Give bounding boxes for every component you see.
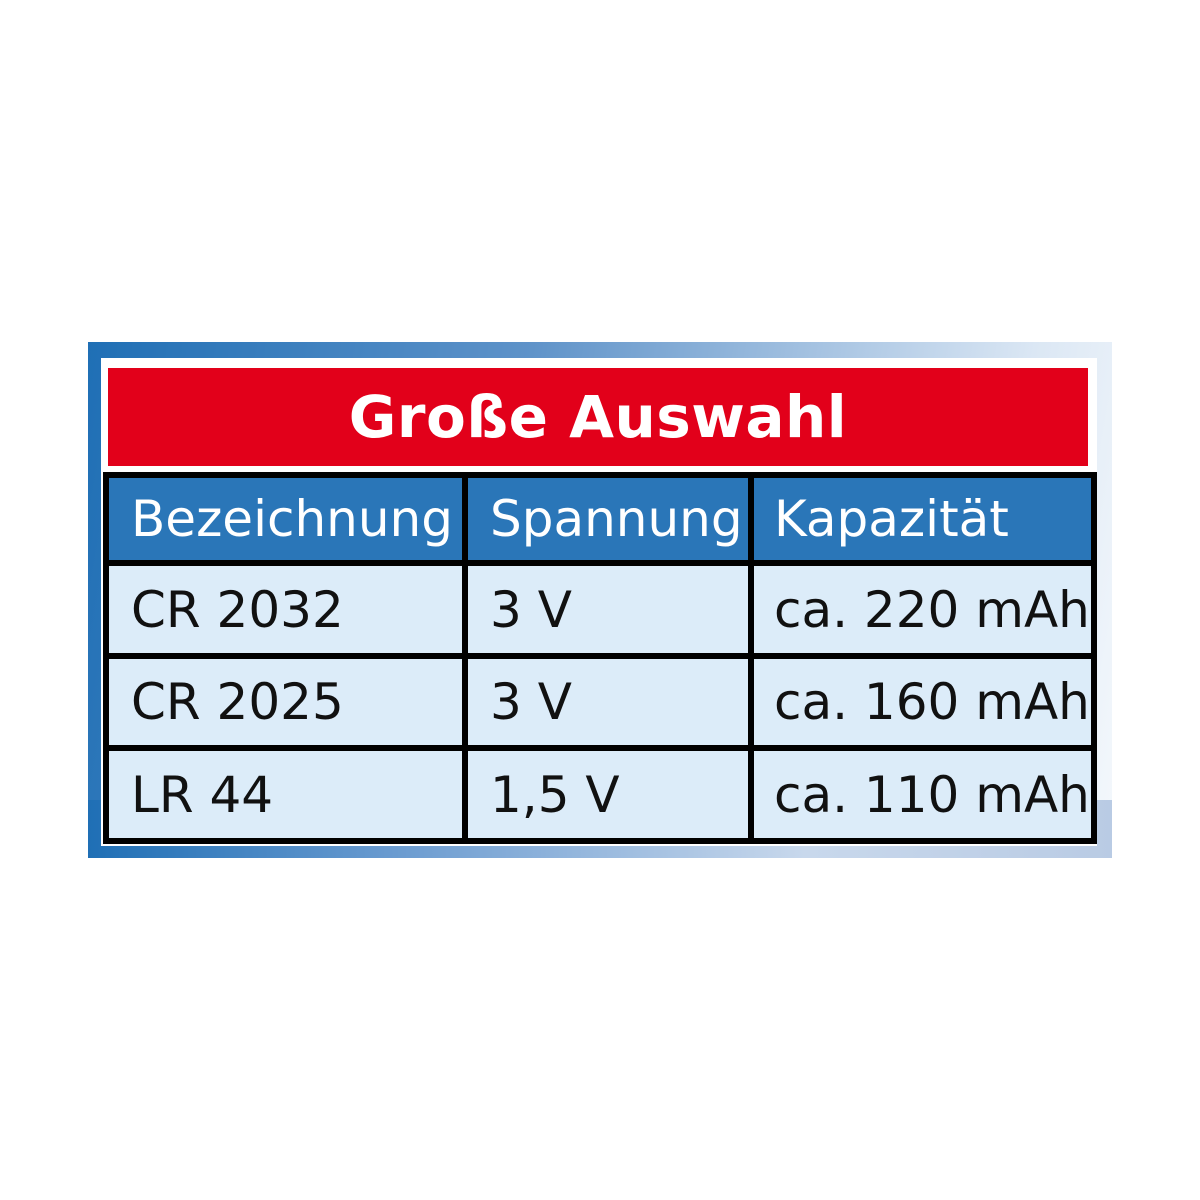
header-spannung: Spannung (462, 471, 754, 567)
table-row: CR 2025 3 V ca. 160 mAh (103, 652, 1097, 752)
cell-kapazitaet: ca. 220 mAh (748, 560, 1097, 659)
table-header-row: Bezeichnung Spannung Kapazität (103, 471, 1097, 567)
cell-spannung: 3 V (462, 560, 754, 659)
cell-spannung: 1,5 V (462, 745, 754, 844)
header-kapazitaet: Kapazität (748, 471, 1097, 567)
cell-spannung: 3 V (462, 652, 754, 752)
title-banner: Große Auswahl (108, 368, 1088, 466)
battery-table: Bezeichnung Spannung Kapazität CR 2032 3… (103, 471, 1097, 844)
cell-bezeichnung: CR 2032 (103, 560, 468, 659)
table-row: CR 2032 3 V ca. 220 mAh (103, 560, 1097, 659)
cell-bezeichnung: LR 44 (103, 745, 468, 844)
cell-kapazitaet: ca. 160 mAh (748, 652, 1097, 752)
header-bezeichnung: Bezeichnung (103, 471, 468, 567)
cell-kapazitaet: ca. 110 mAh (748, 745, 1097, 844)
table-row: LR 44 1,5 V ca. 110 mAh (103, 745, 1097, 844)
cell-bezeichnung: CR 2025 (103, 652, 468, 752)
